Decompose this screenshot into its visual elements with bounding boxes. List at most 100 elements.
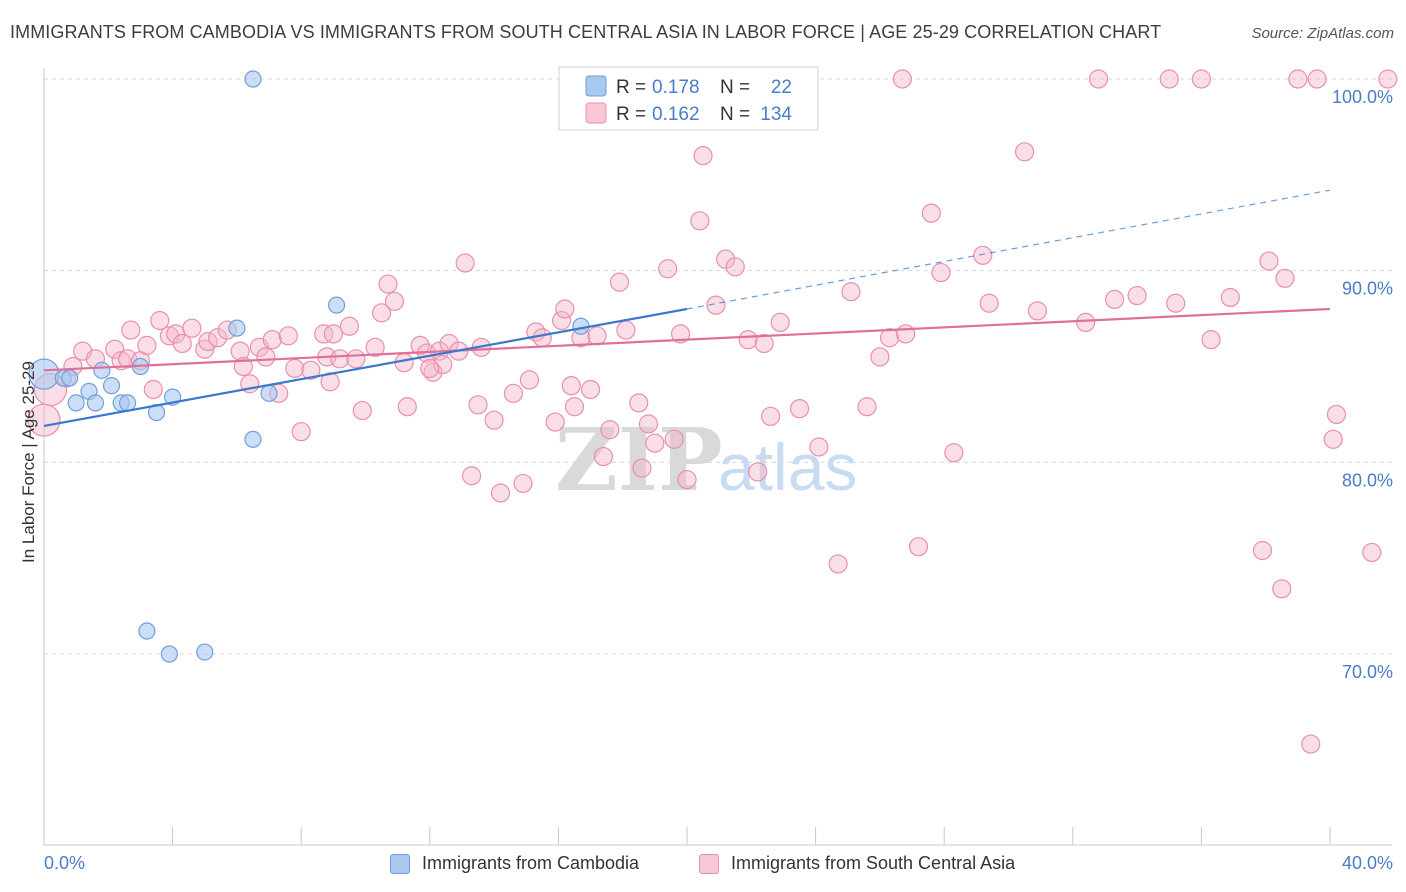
south-central-asia-point (564, 397, 585, 417)
legend-n-label-1: N = (720, 77, 750, 98)
south-central-asia-point (513, 473, 533, 494)
south-central-asia-point (1275, 268, 1295, 288)
x-tick-label-max: 40.0% (1342, 853, 1393, 873)
south-central-asia-point (973, 245, 993, 265)
south-central-asia-point (1127, 285, 1147, 306)
watermark-zip: ZIP (555, 410, 723, 511)
south-central-asia-point (182, 318, 202, 338)
south-central-asia-point (693, 146, 713, 166)
south-central-asia-point (616, 320, 636, 340)
cambodia-point (86, 394, 105, 412)
south-central-asia-point (397, 397, 417, 417)
cambodia-point (67, 394, 85, 412)
y-tick-label: 70.0% (1342, 662, 1393, 682)
cambodia-point (228, 319, 246, 337)
south-central-asia-point (677, 469, 697, 490)
legend-r-label-1: R = (616, 77, 646, 98)
south-central-asia-point (339, 316, 360, 336)
south-central-asia-point (670, 324, 691, 344)
cambodia-point (93, 361, 111, 379)
south-central-asia-point (378, 274, 398, 294)
south-central-asia-point (468, 395, 488, 415)
south-central-asia-point (1272, 579, 1292, 599)
south-central-asia-point (371, 303, 392, 323)
legend-swatch-south-central-asia (585, 102, 607, 124)
south-central-asia-point (484, 410, 504, 430)
series-legend: Immigrants from Cambodia Immigrants from… (0, 850, 1406, 880)
south-central-asia-point (629, 393, 649, 413)
south-central-asia-point (291, 422, 311, 442)
south-central-asia-point (748, 462, 768, 482)
south-central-asia-point (896, 324, 916, 344)
legend-swatch-cambodia (585, 75, 607, 97)
south-central-asia-point (420, 358, 440, 379)
y-tick-label: 90.0% (1342, 279, 1393, 299)
legend-r-value-1: 0.178 (652, 77, 700, 98)
south-central-asia-point (433, 354, 453, 375)
south-central-asia-trendline (43, 307, 1331, 372)
cambodia-point (160, 645, 178, 663)
south-central-asia-point (841, 282, 861, 302)
series-legend-item-south-central-asia[interactable]: Immigrants from South Central Asia (699, 853, 1015, 874)
south-central-asia-point (256, 347, 276, 367)
south-central-asia-point (638, 414, 659, 434)
south-central-asia-point (1252, 540, 1273, 561)
south-central-asia-point (828, 554, 848, 574)
south-central-asia-point (587, 326, 607, 346)
south-central-asia-point (944, 443, 964, 463)
south-central-asia-point (760, 406, 781, 426)
series-legend-item-cambodia[interactable]: Immigrants from Cambodia (390, 853, 639, 874)
south-central-asia-point (552, 310, 572, 331)
south-central-asia-point (870, 347, 890, 367)
south-central-asia-point (545, 412, 565, 432)
x-tick-label-min: 0.0% (44, 853, 85, 873)
south-central-asia-point (323, 324, 343, 344)
south-central-asia-point (105, 339, 125, 359)
south-central-asia-point (1288, 69, 1308, 89)
south-central-asia-point (519, 370, 540, 390)
cambodia-point (61, 369, 79, 387)
south-central-asia-point (1027, 301, 1048, 321)
cambodia-point (196, 643, 214, 661)
south-central-asia-point (346, 349, 366, 369)
south-central-asia-point (892, 69, 913, 89)
south-central-asia-point (461, 466, 482, 486)
south-central-asia-point (738, 330, 758, 350)
south-central-asia-point (706, 295, 726, 315)
y-tick-label: 100.0% (1332, 87, 1393, 107)
south-central-asia-point (285, 358, 305, 379)
south-central-asia-point (150, 310, 170, 331)
south-central-asia-point (1201, 330, 1221, 350)
legend-r-value-2: 0.162 (652, 104, 700, 125)
south-central-asia-point (137, 335, 157, 356)
south-central-asia-point (1307, 69, 1327, 89)
south-central-asia-point (770, 312, 790, 333)
south-central-asia-point (593, 446, 614, 467)
south-central-asia-point (455, 253, 475, 273)
south-central-asia-point (857, 397, 877, 417)
chart-title: IMMIGRANTS FROM CAMBODIA VS IMMIGRANTS F… (10, 22, 1162, 42)
south-central-asia-point (314, 324, 334, 344)
south-central-asia-point (532, 328, 552, 348)
legend-n-value-2: 134 (760, 104, 792, 125)
south-central-asia-point (555, 299, 575, 319)
south-central-asia-point (172, 333, 192, 354)
south-central-asia-point (1088, 69, 1109, 89)
south-central-asia-point (645, 433, 665, 453)
south-central-asia-point (1301, 734, 1321, 754)
south-central-asia-point (330, 349, 350, 369)
legend-n-value-1: 22 (771, 77, 792, 98)
south-central-asia-point (121, 320, 141, 340)
south-central-asia-point (1076, 312, 1096, 333)
south-central-asia-point (1378, 69, 1398, 89)
south-central-asia-point (1159, 69, 1179, 89)
south-central-asia-point (352, 400, 372, 421)
south-central-asia-point (198, 331, 218, 352)
south-central-asia-point (754, 333, 774, 354)
south-central-asia-point (809, 437, 829, 457)
south-central-asia-point (789, 399, 810, 419)
south-central-asia-point (561, 376, 581, 396)
cambodia-point (118, 394, 137, 412)
cambodia-point (327, 296, 346, 314)
